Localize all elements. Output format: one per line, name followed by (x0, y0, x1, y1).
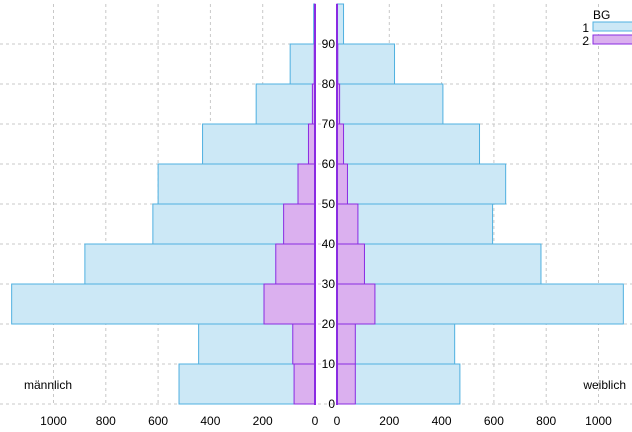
x-tick-label-male: 200 (253, 414, 273, 428)
x-tick-label-male: 600 (148, 414, 168, 428)
right-side-label: weiblich (582, 378, 626, 392)
bar-male-series-1 (157, 163, 316, 205)
x-tick-label-female: 400 (432, 414, 452, 428)
bar-male-series-1 (289, 43, 316, 85)
bar-male-series-2 (297, 163, 316, 205)
y-tick-label: 30 (322, 277, 336, 291)
y-tick-label: 70 (322, 117, 336, 131)
y-tick-label: 80 (322, 77, 336, 91)
bar-male-series-1 (178, 363, 316, 405)
bar-female-series-1 (336, 203, 494, 245)
bar-female-series-1 (336, 83, 444, 125)
bar-female-series-2 (336, 163, 348, 205)
bar-female-series-2 (336, 243, 365, 285)
x-tick-label-female: 200 (379, 414, 399, 428)
x-tick-label-female: 0 (334, 414, 341, 428)
x-tick-label-male: 1000 (40, 414, 67, 428)
legend: BG 1 2 (582, 8, 632, 48)
bar-male-series-2 (275, 243, 316, 285)
bar-female-series-2 (336, 363, 356, 405)
bar-male-series-2 (263, 283, 316, 325)
legend-title: BG (593, 8, 610, 22)
bar-female-series-1 (336, 123, 481, 165)
bar-female-series-1 (336, 323, 456, 365)
bar-female-series-1 (336, 283, 624, 325)
bar-female-series-1 (336, 363, 461, 405)
bar-male-series-2 (283, 203, 316, 245)
bar-female-series-2 (336, 323, 356, 365)
left-side-label: männlich (24, 378, 72, 392)
legend-swatch-series-2 (592, 34, 632, 45)
y-tick-label: 50 (322, 197, 336, 211)
legend-label-series-2: 2 (582, 34, 589, 48)
y-tick-label: 20 (322, 317, 336, 331)
axes (314, 4, 338, 405)
x-tick-label-male: 800 (96, 414, 116, 428)
bar-female-series-1 (336, 43, 396, 85)
legend-swatch-series-1 (592, 21, 632, 32)
bar-male-series-2 (292, 323, 316, 365)
y-tick-label: 0 (328, 397, 335, 411)
legend-label-series-1: 1 (582, 21, 589, 35)
x-tick-label-male: 400 (200, 414, 220, 428)
y-tick-label: 60 (322, 157, 336, 171)
y-tick-label: 40 (322, 237, 336, 251)
bar-male-series-1 (202, 123, 316, 165)
bar-female-series-1 (336, 163, 507, 205)
y-tick-label: 10 (322, 357, 336, 371)
x-tick-label-female: 800 (536, 414, 556, 428)
bar-female-series-2 (336, 283, 376, 325)
bar-male-series-1 (255, 83, 316, 125)
x-tick-label-male: 0 (312, 414, 319, 428)
x-tick-label-female: 1000 (585, 414, 612, 428)
bar-female-series-1 (336, 243, 542, 285)
bar-male-series-2 (293, 363, 316, 405)
x-tick-label-female: 600 (484, 414, 504, 428)
y-tick-label: 90 (322, 37, 336, 51)
bar-female-series-2 (336, 203, 359, 245)
